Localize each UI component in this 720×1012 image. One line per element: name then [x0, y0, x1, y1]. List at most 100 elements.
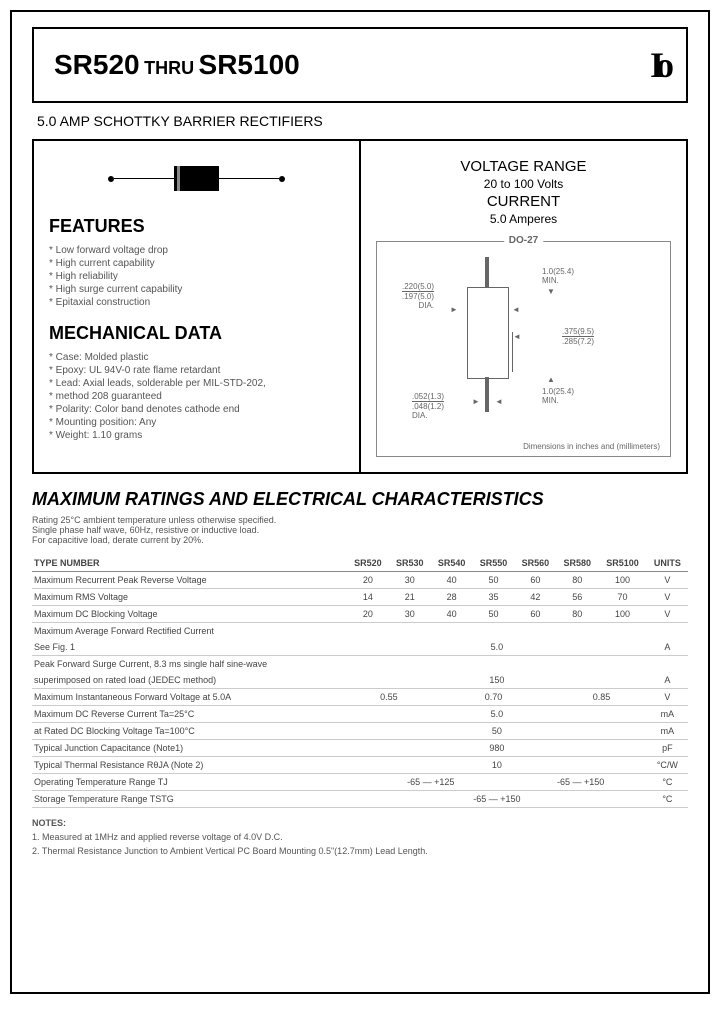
features-panel: FEATURES Low forward voltage drop High c… — [32, 139, 361, 474]
param-cell: Typical Thermal Resistance RθJA (Note 2) — [32, 757, 347, 774]
param-cell: superimposed on rated load (JEDEC method… — [32, 672, 347, 689]
unit-cell: mA — [647, 723, 688, 740]
title-header: SR520 THRU SR5100 Io — [32, 27, 688, 103]
mech-item: Epoxy: UL 94V-0 rate flame retardant — [49, 365, 344, 376]
features-list: Low forward voltage drop High current ca… — [49, 245, 344, 308]
value-cell: 80 — [556, 606, 598, 623]
param-cell: Operating Temperature Range TJ — [32, 774, 347, 791]
value-cell: 50 — [473, 572, 515, 589]
value-cell: 42 — [514, 589, 556, 606]
mech-item: Mounting position: Any — [49, 417, 344, 428]
value-cell: 60 — [514, 606, 556, 623]
value-cell: 980 — [347, 740, 647, 757]
table-row: Peak Forward Surge Current, 8.3 ms singl… — [32, 656, 688, 673]
footnotes: NOTES: 1. Measured at 1MHz and applied r… — [32, 818, 688, 856]
param-cell: Peak Forward Surge Current, 8.3 ms singl… — [32, 656, 347, 673]
part-end: SR5100 — [199, 49, 300, 80]
ratings-title: MAXIMUM RATINGS AND ELECTRICAL CHARACTER… — [32, 489, 688, 510]
mechanical-heading: MECHANICAL DATA — [49, 323, 344, 344]
param-cell: Maximum Average Forward Rectified Curren… — [32, 623, 347, 640]
ratings-section: MAXIMUM RATINGS AND ELECTRICAL CHARACTER… — [32, 489, 688, 856]
dim-arrow-icon — [472, 397, 480, 406]
mech-item: Lead: Axial leads, solderable per MIL-ST… — [49, 378, 344, 389]
table-row: at Rated DC Blocking Voltage Ta=100°C50m… — [32, 723, 688, 740]
value-cell: 40 — [431, 606, 473, 623]
unit-cell: A — [647, 639, 688, 656]
table-row: superimposed on rated load (JEDEC method… — [32, 672, 688, 689]
col-header: SR5100 — [598, 555, 647, 572]
unit-cell: V — [647, 606, 688, 623]
value-cell: 5.0 — [347, 706, 647, 723]
mech-item: Polarity: Color band denotes cathode end — [49, 404, 344, 415]
col-header: SR520 — [347, 555, 389, 572]
table-header-row: TYPE NUMBER SR520 SR530 SR540 SR550 SR56… — [32, 555, 688, 572]
unit-cell: pF — [647, 740, 688, 757]
table-row: Storage Temperature Range TSTG-65 — +150… — [32, 791, 688, 808]
diode-schematic-icon — [49, 166, 344, 191]
footnote-1: 1. Measured at 1MHz and applied reverse … — [32, 832, 688, 842]
dim-label: .197(5.0) — [402, 292, 434, 301]
title-text: SR520 THRU SR5100 — [54, 49, 650, 81]
unit-cell: A — [647, 672, 688, 689]
value-cell: 80 — [556, 572, 598, 589]
param-cell: Maximum RMS Voltage — [32, 589, 347, 606]
table-row: Maximum Instantaneous Forward Voltage at… — [32, 689, 688, 706]
dim-label: .220(5.0) — [402, 282, 434, 292]
unit-cell: V — [647, 589, 688, 606]
value-cell: 30 — [389, 606, 431, 623]
unit-cell: °C/W — [647, 757, 688, 774]
unit-cell: V — [647, 572, 688, 589]
value-cell: 10 — [347, 757, 647, 774]
param-cell: See Fig. 1 — [32, 639, 347, 656]
value-cell: 28 — [431, 589, 473, 606]
value-cell: 60 — [514, 572, 556, 589]
mech-item: Weight: 1.10 grams — [49, 430, 344, 441]
unit-cell: mA — [647, 706, 688, 723]
dim-arrow-icon — [512, 305, 520, 314]
feature-item: Epitaxial construction — [49, 297, 344, 308]
ratings-note: Rating 25°C ambient temperature unless o… — [32, 515, 688, 545]
value-cell: 56 — [556, 589, 598, 606]
value-cell: 70 — [598, 589, 647, 606]
dim-label: .052(1.3) — [412, 392, 444, 402]
thru-label: THRU — [144, 58, 194, 78]
param-cell: Maximum DC Reverse Current Ta=25°C — [32, 706, 347, 723]
unit-cell: V — [647, 689, 688, 706]
value-cell: 50 — [347, 723, 647, 740]
dim-arrow-icon — [495, 397, 503, 406]
dim-label: 1.0(25.4) MIN. — [542, 267, 574, 285]
param-cell: Storage Temperature Range TSTG — [32, 791, 347, 808]
col-header: SR540 — [431, 555, 473, 572]
table-row: Typical Junction Capacitance (Note1)980p… — [32, 740, 688, 757]
param-cell: Typical Junction Capacitance (Note1) — [32, 740, 347, 757]
dim-label: 1.0(25.4) MIN. — [542, 387, 574, 405]
footnote-2: 2. Thermal Resistance Junction to Ambien… — [32, 846, 688, 856]
mech-item: method 208 guaranteed — [49, 391, 344, 402]
table-row: Maximum DC Blocking Voltage2030405060801… — [32, 606, 688, 623]
value-cell: 35 — [473, 589, 515, 606]
col-header: SR560 — [514, 555, 556, 572]
value-cell: 100 — [598, 572, 647, 589]
value-cell: 0.70 — [431, 689, 557, 706]
notes-label: NOTES: — [32, 818, 66, 828]
feature-item: High current capability — [49, 258, 344, 269]
table-row: Maximum Average Forward Rectified Curren… — [32, 623, 688, 640]
feature-item: Low forward voltage drop — [49, 245, 344, 256]
value-cell: 20 — [347, 572, 389, 589]
dim-label: .048(1.2) — [412, 402, 444, 411]
col-header: UNITS — [647, 555, 688, 572]
package-drawing: DO-27 .220(5.0) .197(5.0) DIA. 1.0(25.4)… — [376, 241, 671, 457]
dim-arrow-icon — [547, 287, 555, 296]
mech-item: Case: Molded plastic — [49, 352, 344, 363]
feature-item: High surge current capability — [49, 284, 344, 295]
package-footer: Dimensions in inches and (millimeters) — [387, 442, 660, 451]
value-cell: 40 — [431, 572, 473, 589]
dim-arrow-icon — [512, 332, 521, 372]
table-row: Maximum Recurrent Peak Reverse Voltage20… — [32, 572, 688, 589]
col-header: SR580 — [556, 555, 598, 572]
value-cell: 0.55 — [347, 689, 431, 706]
value-cell: 30 — [389, 572, 431, 589]
value-cell: -65 — +150 — [347, 791, 647, 808]
value-cell: 20 — [347, 606, 389, 623]
value-cell: -65 — +125 — [347, 774, 515, 791]
